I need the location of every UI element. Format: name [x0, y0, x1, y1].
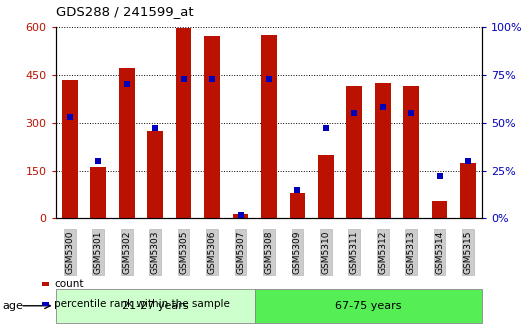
Text: GSM5307: GSM5307 — [236, 230, 245, 274]
Bar — [318, 155, 334, 218]
Text: GSM5312: GSM5312 — [378, 230, 387, 274]
Text: count: count — [54, 279, 84, 289]
Text: GSM5310: GSM5310 — [321, 230, 330, 274]
Text: GSM5303: GSM5303 — [151, 230, 160, 274]
Text: GSM5301: GSM5301 — [94, 230, 103, 274]
Bar — [119, 69, 135, 218]
Text: GSM5300: GSM5300 — [65, 230, 74, 274]
Bar — [432, 201, 447, 218]
Text: 67-75 years: 67-75 years — [335, 301, 402, 311]
Bar — [204, 37, 220, 218]
Text: 21-27 years: 21-27 years — [122, 301, 189, 311]
Text: GSM5302: GSM5302 — [122, 230, 131, 274]
Bar — [375, 83, 391, 218]
Text: GSM5305: GSM5305 — [179, 230, 188, 274]
Text: GSM5308: GSM5308 — [264, 230, 273, 274]
Bar — [289, 193, 305, 218]
Bar — [147, 131, 163, 218]
Text: percentile rank within the sample: percentile rank within the sample — [54, 299, 230, 309]
Bar — [176, 29, 191, 218]
Bar — [460, 163, 476, 218]
Bar — [233, 214, 249, 218]
Bar — [261, 35, 277, 218]
Bar — [403, 86, 419, 218]
Text: GSM5314: GSM5314 — [435, 230, 444, 274]
Bar — [62, 80, 78, 218]
Bar — [91, 167, 106, 218]
Bar — [347, 86, 362, 218]
Text: GSM5313: GSM5313 — [407, 230, 416, 274]
Text: GSM5306: GSM5306 — [208, 230, 217, 274]
Text: GSM5315: GSM5315 — [464, 230, 473, 274]
Text: GSM5309: GSM5309 — [293, 230, 302, 274]
Text: age: age — [3, 301, 23, 311]
Text: GSM5311: GSM5311 — [350, 230, 359, 274]
Text: GDS288 / 241599_at: GDS288 / 241599_at — [56, 5, 193, 18]
